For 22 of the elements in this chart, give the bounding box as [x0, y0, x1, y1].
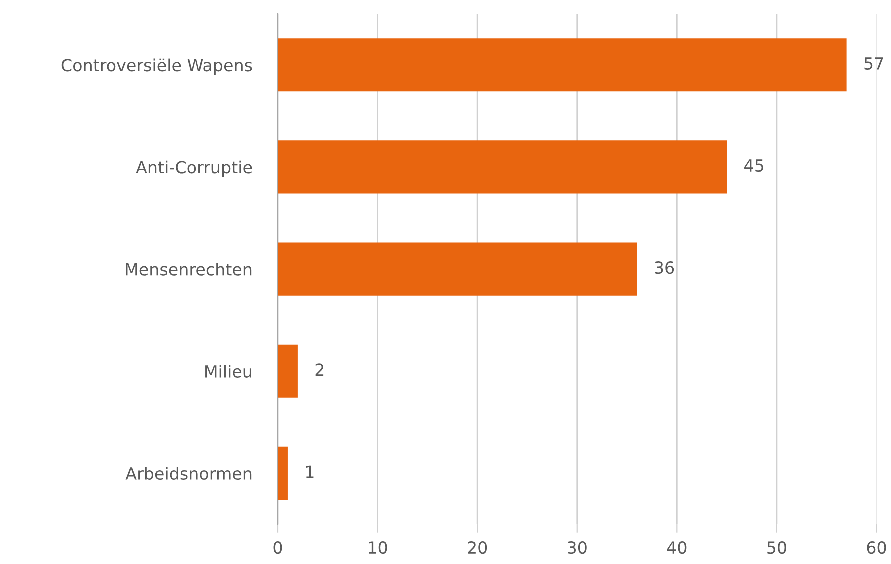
y-tick-label: Milieu [206, 365, 252, 378]
x-tick-label: 30 [568, 541, 587, 554]
bar [278, 38, 847, 92]
data-label: 36 [655, 262, 674, 274]
bar [278, 446, 288, 500]
y-tick-label: Controversiële Wapens [62, 58, 252, 75]
y-tick-label: Arbeidsnormen [126, 467, 252, 480]
data-label: 57 [864, 58, 884, 70]
x-tick-label: 60 [867, 541, 886, 554]
x-tick-label: 50 [768, 541, 786, 554]
bar [278, 242, 638, 296]
x-tick-label: 0 [274, 541, 282, 554]
x-tick-label: 10 [369, 541, 388, 554]
x-tick-label: 20 [468, 541, 488, 554]
y-tick-label: Mensenrechten [126, 262, 252, 276]
data-label: 2 [316, 364, 324, 376]
y-tick-label: Anti-Corruptie [136, 160, 252, 178]
bar [278, 140, 728, 194]
data-label: 1 [306, 466, 314, 478]
x-tick-label: 40 [667, 541, 687, 554]
bar [278, 344, 298, 398]
data-label: 45 [744, 160, 764, 172]
